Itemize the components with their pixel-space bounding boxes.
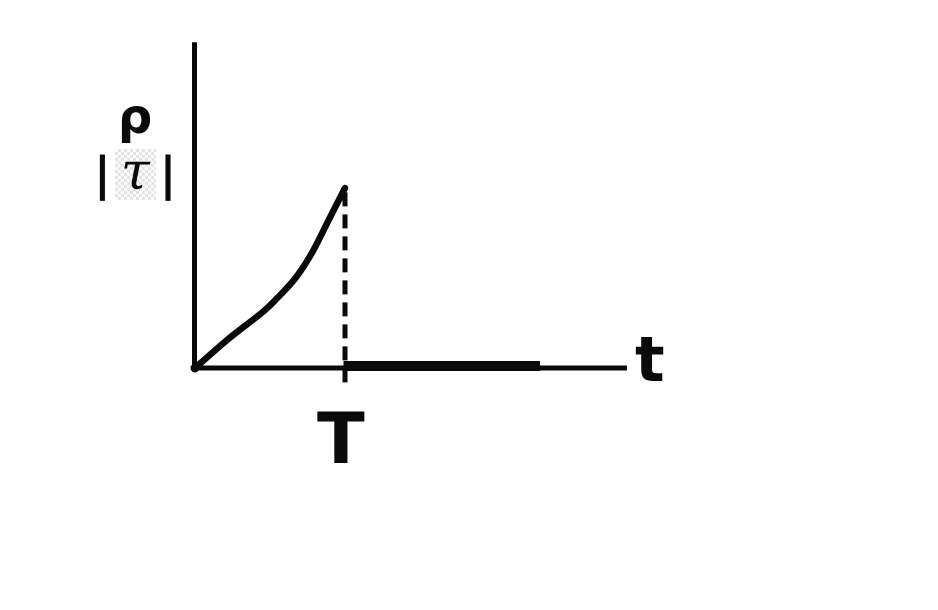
y-axis-label-rho: ρ <box>117 89 153 145</box>
x-axis-label-t: t <box>635 323 665 396</box>
tau-symbol: τ <box>114 146 156 200</box>
torque-curve <box>191 184 349 372</box>
absolute-value-left-bar: | <box>94 147 111 201</box>
origin-dot <box>190 363 200 373</box>
x-tick-label-T: T <box>317 398 365 480</box>
absolute-value-right-bar: | <box>159 147 177 201</box>
y-axis-label-tau-magnitude: | τ | <box>94 146 176 202</box>
